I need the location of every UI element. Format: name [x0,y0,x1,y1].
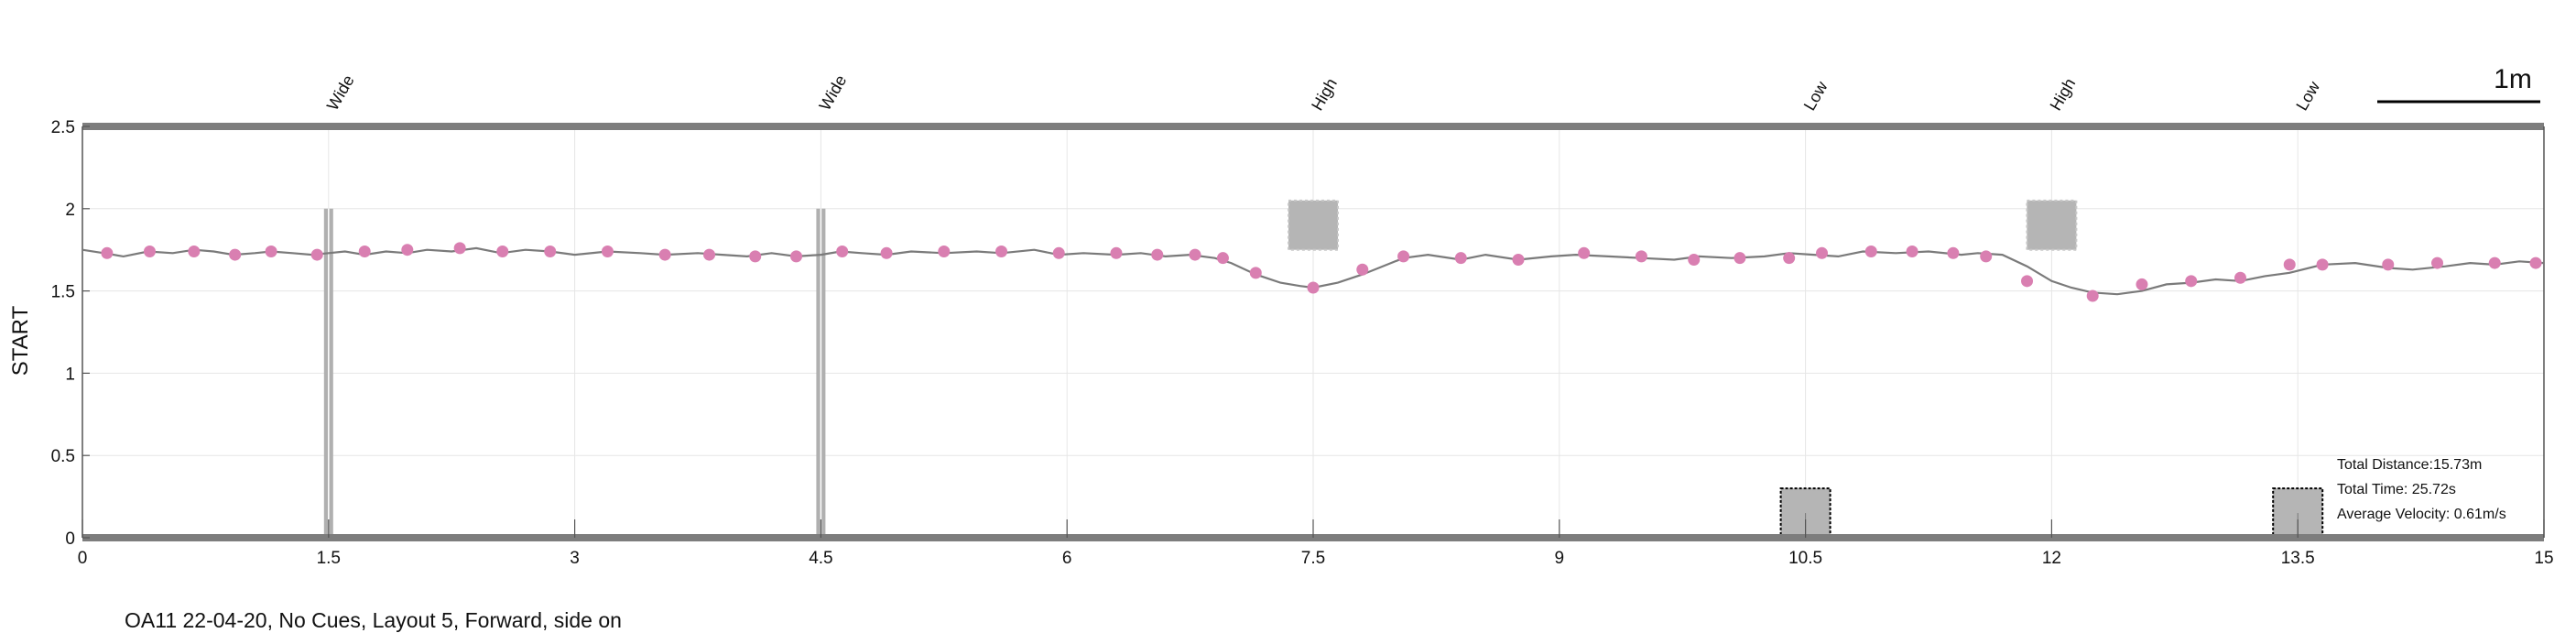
trajectory-marker [1980,250,1993,263]
y-tick-label: 2 [65,201,75,220]
trajectory-marker [1052,246,1065,259]
high-obstacle [2026,199,2078,251]
trajectory-marker [2136,278,2148,290]
trajectory-marker [101,246,114,259]
trajectory-marker [1151,248,1164,261]
trajectory-marker [2185,275,2198,288]
obstacles: Wide Wide High Low High Low [323,71,2324,539]
x-tick-label: 9 [1555,549,1565,568]
obstacle-label: Wide [816,71,851,114]
y-tick-label: 1.5 [51,283,75,302]
obstacle-label: Low [2292,78,2323,114]
obstacle-label: High [1308,75,1341,114]
trajectory-marker [1734,252,1746,265]
top-rail [82,123,2544,130]
trajectory-marker [658,248,671,261]
trajectory-marker [544,245,557,257]
total-distance: Total Distance:15.73m [2337,457,2482,473]
axes: 0 1.5 3 4.5 6 7.5 9 10.5 12 13.5 15 0 0.5 1 1.5 2 2.5 [51,118,2554,568]
trajectory-marker [2529,257,2542,269]
x-tick-label: 10.5 [1788,549,1822,568]
trajectory-marker [1864,245,1877,257]
y-tick-label: 1 [65,365,75,384]
obstacle-label: Low [1800,78,1831,114]
trajectory-marker [601,245,614,257]
trajectory-marker [1454,252,1467,265]
trajectory-marker [1110,246,1123,259]
trajectory-marker [143,245,156,257]
x-tick-label: 15 [2534,549,2553,568]
trajectory-marker [1906,245,1918,257]
trajectory-marker [1189,248,1201,261]
trajectory-marker [2234,271,2246,284]
trajectory-marker [1216,252,1229,265]
trajectory-marker [995,245,1008,257]
y-tick-label: 0.5 [51,447,75,466]
trajectory-marker [1816,246,1829,259]
trajectory-marker [265,245,277,257]
trajectory-marker [2021,275,2034,288]
grid [82,126,2545,539]
trajectory-marker [453,242,466,255]
y-tick-label: 0 [65,529,75,549]
trajectory-marker [938,245,951,257]
trajectory-marker [1397,250,1410,263]
x-tick-label: 7.5 [1301,549,1325,568]
trajectory-marker [310,248,323,261]
trajectory-marker [749,250,762,263]
trajectory-marker [836,245,849,257]
scale-bar-label: 1m [2494,64,2532,94]
total-time: Total Time: 25.72s [2337,482,2456,497]
obstacle-label: High [2047,75,2080,114]
trajectory-marker [1783,252,1796,265]
trajectory-marker [790,250,803,263]
trajectory-marker [703,248,716,261]
trajectory-marker [1356,263,1369,276]
trajectory-marker [880,246,893,259]
trajectory-marker [2316,258,2329,271]
y-tick-label: 2.5 [51,118,75,137]
trajectory-marker [496,245,509,257]
trajectory-marker [1307,281,1320,294]
trajectory-marker [1947,246,1960,259]
x-tick-label: 12 [2042,549,2061,568]
x-tick-label: 3 [570,549,580,568]
figure-caption: OA11 22-04-20, No Cues, Layout 5, Forwar… [125,608,622,632]
trajectory-marker [1578,246,1591,259]
trajectory-marker [1249,267,1262,279]
trajectory-marker [358,245,371,257]
trajectory-marker [2488,257,2501,269]
trajectory-marker [2086,289,2099,302]
trajectory-marker [1688,253,1701,266]
series [82,242,2545,302]
trajectory-marker [188,245,201,257]
trajectory-marker [229,248,242,261]
obstacle-label: Wide [323,71,358,114]
x-tick-label: 6 [1062,549,1072,568]
trajectory-marker [1635,250,1647,263]
stats-box: Total Distance:15.73m Total Time: 25.72s… [2337,457,2506,522]
trajectory-marker [2431,257,2444,269]
high-obstacle [1288,199,1339,251]
x-tick-label: 13.5 [2281,549,2315,568]
x-tick-label: 0 [78,549,88,568]
trajectory-marker [401,244,414,257]
scale-bar: 1m [2377,64,2540,104]
x-tick-label: 1.5 [317,549,341,568]
x-tick-label: 4.5 [809,549,832,568]
trajectory-marker [1512,253,1525,266]
average-velocity: Average Velocity: 0.61m/s [2337,507,2506,522]
trajectory-marker [2382,258,2395,271]
y-axis-label: START [8,305,33,376]
trajectory-marker [2283,258,2296,271]
